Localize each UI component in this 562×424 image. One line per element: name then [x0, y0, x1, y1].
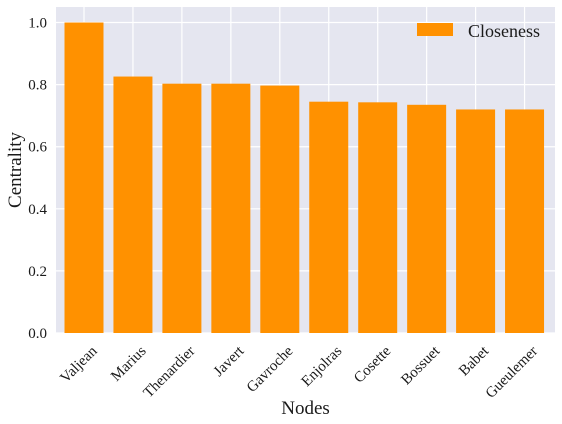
x-tick-label-gueulemer: Gueulemer — [483, 343, 541, 401]
x-tick-label-babet: Babet — [456, 343, 493, 380]
x-tick-label-marius: Marius — [108, 343, 149, 384]
y-tick-label: 0.2 — [28, 264, 47, 280]
bar-gueulemer — [505, 109, 545, 333]
x-tick-label-enjolras: Enjolras — [299, 343, 346, 390]
x-axis-label: Nodes — [281, 398, 330, 419]
y-tick-label: 0.0 — [28, 326, 47, 342]
x-tick-label-bossuet: Bossuet — [398, 343, 443, 388]
bar-thenardier — [162, 83, 202, 333]
x-tick-label-gavroche: Gavroche — [244, 343, 297, 396]
bar-enjolras — [309, 101, 349, 333]
bar-cosette — [358, 102, 398, 333]
bar-babet — [456, 109, 496, 333]
y-tick-label: 0.4 — [28, 202, 47, 218]
x-tick-label-javert: Javert — [211, 343, 248, 380]
bar-valjean — [64, 22, 104, 334]
x-tick-label-thenardier: Thenardier — [141, 343, 199, 401]
y-tick-label: 1.0 — [28, 16, 47, 32]
y-tick-label: 0.6 — [28, 140, 47, 156]
bar-marius — [113, 76, 153, 334]
legend-swatch-closeness — [417, 23, 453, 36]
x-tick-label-valjean: Valjean — [57, 343, 100, 386]
y-axis-label: Centrality — [5, 132, 26, 208]
legend: Closeness — [417, 21, 540, 41]
legend-label-closeness: Closeness — [468, 21, 540, 41]
bar-bossuet — [407, 104, 447, 333]
y-tick-label: 0.8 — [28, 78, 47, 94]
bars — [64, 22, 545, 334]
x-tick-label-cosette: Cosette — [351, 343, 394, 386]
bar-gavroche — [260, 85, 300, 333]
bar-javert — [211, 83, 251, 333]
y-tick-labels: 0.0 0.2 0.4 0.6 0.8 1.0 — [28, 16, 47, 342]
